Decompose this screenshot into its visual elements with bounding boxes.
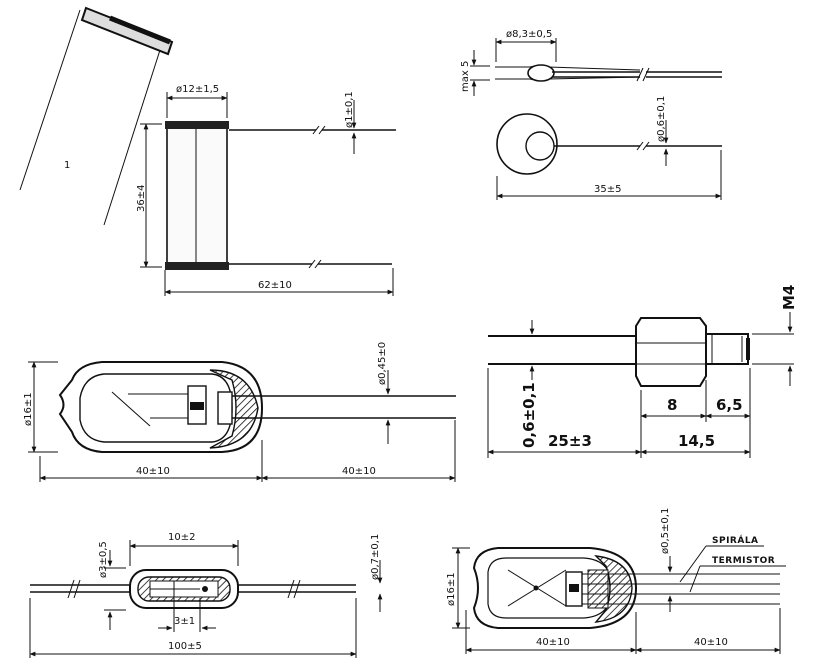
dim-element-length: 3±1: [174, 616, 195, 627]
dim-lead-length: 40±10: [694, 637, 728, 648]
label-spiral: SPIRÁLA: [712, 534, 759, 546]
dim-height: 36±4: [136, 185, 147, 212]
dim-nut-length: 8: [667, 396, 677, 414]
figure-marker: 1: [64, 160, 70, 171]
drawing-4-threaded-sensor: M4 0,6±0,1 8 6,5 25±3 14,5: [487, 285, 798, 458]
perspective-sketch: [19, 6, 174, 226]
dim-body-length: 10±2: [168, 532, 195, 543]
dim-diameter: ø3±0,5: [98, 541, 109, 578]
dim-wire-diameter: ø0,45±0: [377, 342, 388, 385]
dim-thread-length: 6,5: [716, 396, 743, 414]
dim-diameter: ø16±1: [446, 572, 457, 606]
dim-body-length: 14,5: [678, 432, 715, 450]
dim-diameter: ø16±1: [23, 392, 34, 426]
drawing-5-glass-tube-sensor: 10±2 ø3±0,5 ø0,7±0,1 3±1 100±5: [29, 532, 383, 658]
dim-thread: M4: [780, 285, 798, 310]
cylinder-body: [166, 123, 228, 268]
dim-max-height: max 5: [460, 61, 471, 92]
drawing-6-bulb-thermistor: ø0,5±0,1 SPIRÁLA TERMISTOR ø16±1 40±10 4…: [446, 508, 786, 654]
dim-lead-length: 25±3: [548, 432, 592, 450]
dim-body-length: 40±10: [136, 466, 170, 477]
dim-wire-diameter: 0,6±0,1: [520, 382, 538, 448]
dim-length: 35±5: [594, 184, 621, 195]
dim-total-length: 100±5: [168, 641, 202, 652]
dim-wire-diameter: ø1±0,1: [344, 91, 355, 128]
dim-body-length: 40±10: [536, 637, 570, 648]
dim-lead-length: 40±10: [342, 466, 376, 477]
drawing-2-disc-sensor: ø8,3±0,5 max 5 ø0,6±0,1 35±5: [460, 29, 722, 200]
dim-wire-diameter: ø0,7±0,1: [370, 534, 381, 580]
label-thermistor: TERMISTOR: [712, 556, 775, 566]
dim-wire-diameter: ø0,5±0,1: [660, 508, 671, 554]
dim-total-length: 62±10: [258, 280, 292, 291]
drawing-1-cylinder-sensor: 1 ø12±1,5 ø1±0,1 36±4 62±10: [19, 6, 396, 296]
drawing-3-bulb-sensor: ø16±1 ø0,45±0 40±10 40±10: [23, 342, 456, 482]
dim-wire-diameter: ø0,6±0,1: [656, 96, 667, 142]
dim-diameter: ø12±1,5: [176, 84, 219, 95]
dim-diameter: ø8,3±0,5: [506, 29, 552, 40]
